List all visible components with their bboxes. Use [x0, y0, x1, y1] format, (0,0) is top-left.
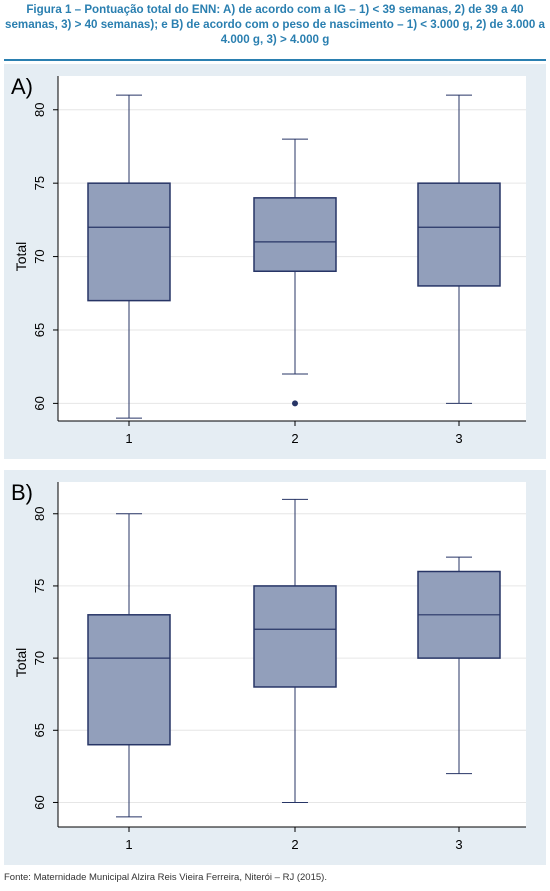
boxplot-chart-a: 60 65 70 75 80 1 2 3 Total A) [11, 74, 526, 446]
panel-label: A) [11, 74, 33, 99]
y-tick-label: 60 [32, 795, 47, 809]
y-tick-label: 80 [32, 103, 47, 117]
y-tick-label: 60 [32, 396, 47, 410]
caption-divider [4, 59, 546, 61]
source-note: Fonte: Maternidade Municipal Alzira Reis… [4, 872, 327, 883]
iqr-box [417, 182, 501, 287]
y-tick-label: 70 [32, 249, 47, 263]
y-tick-label: 65 [32, 323, 47, 337]
x-tick-label: 1 [125, 431, 132, 446]
box-group-3 [417, 94, 501, 404]
x-tick-label: 3 [455, 837, 462, 852]
box-group-2 [253, 138, 337, 407]
x-tick-label: 2 [291, 837, 298, 852]
iqr-box [87, 182, 171, 302]
y-tick-label: 65 [32, 723, 47, 737]
boxplot-chart-b: 60 65 70 75 80 1 2 3 Total B) [11, 480, 526, 852]
iqr-box [87, 614, 171, 746]
panel-label: B) [11, 480, 33, 505]
chart-panel-b: 60 65 70 75 80 1 2 3 Total B) [4, 470, 546, 865]
outlier-point [292, 400, 298, 407]
box-group-1 [87, 94, 171, 419]
x-tick-label: 2 [291, 431, 298, 446]
x-tick-label: 3 [455, 431, 462, 446]
y-tick-label: 70 [32, 651, 47, 665]
y-tick-label: 80 [32, 507, 47, 521]
box-group-3 [417, 556, 501, 775]
y-tick-label: 75 [32, 176, 47, 190]
figure-caption: Figura 1 – Pontuação total do ENN: A) de… [5, 3, 545, 46]
chart-panel-a: 60 65 70 75 80 1 2 3 Total A) [4, 64, 546, 459]
box-group-1 [87, 513, 171, 818]
y-axis-title: Total [13, 648, 29, 678]
iqr-box [253, 585, 337, 688]
iqr-box [253, 197, 337, 273]
y-axis-title: Total [13, 242, 29, 272]
y-tick-label: 75 [32, 579, 47, 593]
box-group-2 [253, 498, 337, 803]
x-tick-label: 1 [125, 837, 132, 852]
